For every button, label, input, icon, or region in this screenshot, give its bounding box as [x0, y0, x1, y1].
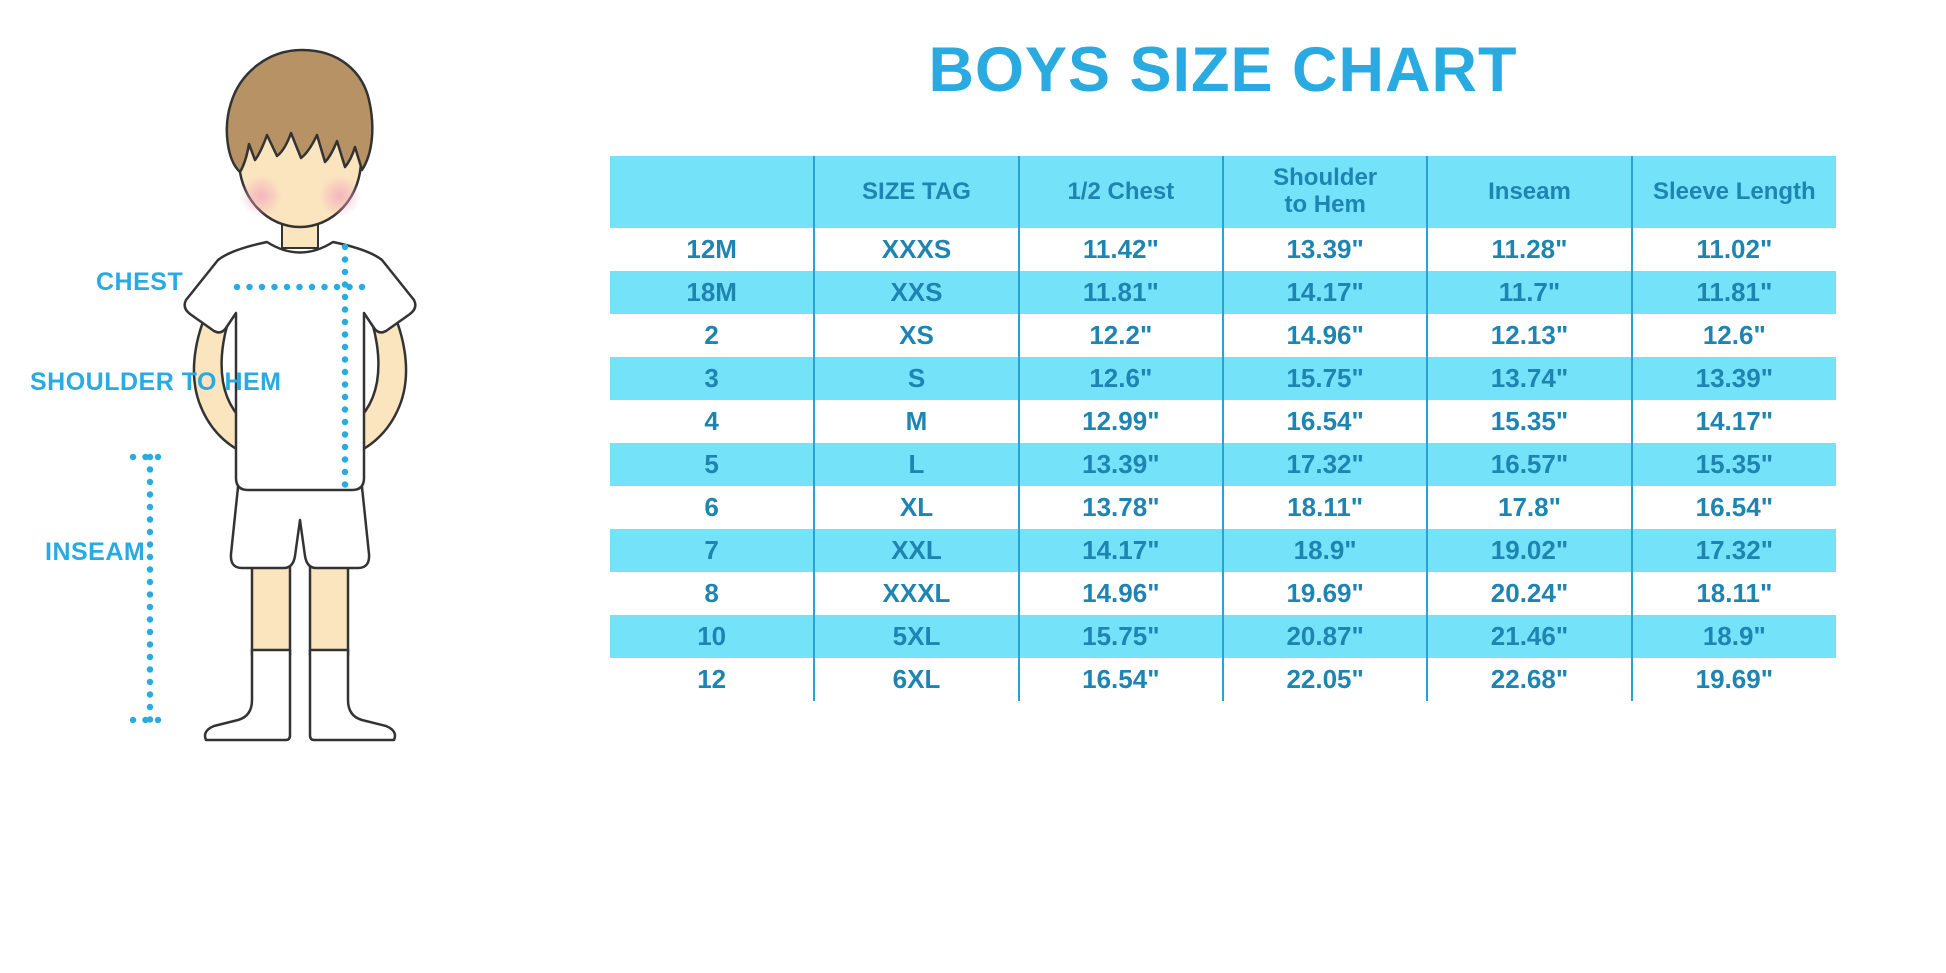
table-row: 18M XXS 11.81" 14.17" 11.7" 11.81": [610, 271, 1836, 314]
t-shirt: [183, 240, 417, 492]
cheek-left: [240, 175, 282, 217]
column-header: SIZE TAG: [813, 156, 1019, 228]
table-cell: 15.35": [1630, 443, 1836, 486]
column-header: 1/2 Chest: [1017, 156, 1223, 228]
table-cell: 13.39": [1630, 357, 1836, 400]
table-cell: 21.46": [1426, 615, 1632, 658]
table-cell: 18.11": [1221, 486, 1428, 529]
table-row: 8 XXXL 14.96" 19.69" 20.24" 18.11": [610, 572, 1836, 615]
sock-left: [203, 648, 292, 742]
table-cell: 13.78": [1017, 486, 1223, 529]
table-cell: 15.75": [1221, 357, 1428, 400]
column-header: [610, 156, 815, 228]
table-cell: 15.75": [1017, 615, 1223, 658]
table-cell: 13.74": [1426, 357, 1632, 400]
table-row: 12M XXXS 11.42" 13.39" 11.28" 11.02": [610, 228, 1836, 271]
table-cell: 19.69": [1221, 572, 1428, 615]
table-cell: 5: [610, 443, 815, 486]
table-cell: 17.32": [1221, 443, 1428, 486]
table-cell: 12M: [686, 233, 737, 264]
table-cell: 20.87": [1221, 615, 1428, 658]
table-cell: 13.39": [1221, 228, 1428, 271]
table-cell: 12.6": [1017, 357, 1223, 400]
table-cell: XXL: [813, 529, 1019, 572]
table-cell: 10: [610, 615, 815, 658]
table-cell: 5XL: [813, 615, 1019, 658]
table-cell: 12: [697, 663, 727, 694]
shorts: [229, 466, 371, 570]
table-cell: XXXL: [813, 572, 1019, 615]
table-cell: 22.05": [1221, 658, 1428, 701]
table-cell: 11.81": [1017, 271, 1223, 314]
shoulder-to-hem-label: SHOULDER TO HEM: [30, 368, 282, 396]
table-cell: 18M: [610, 271, 815, 314]
table-cell: 14.96": [1221, 314, 1428, 357]
table-cell: 15.35": [1426, 400, 1632, 443]
table-cell: 11.28": [1426, 228, 1632, 271]
table-body: 12M XXXS 11.42" 13.39" 11.28" 11.02" 18M XXS 11.…: [610, 228, 1836, 701]
table-row: 4 M 12.99" 16.54" 15.35" 14.17": [610, 400, 1836, 443]
table-cell: 16.54": [1017, 658, 1223, 701]
table-cell: 14.17": [1221, 271, 1428, 314]
table-cell: 17.32": [1630, 529, 1836, 572]
sock-right: [308, 648, 397, 742]
table-cell: 19.02": [1426, 529, 1632, 572]
cheek-right: [319, 175, 361, 217]
table-cell: 8: [704, 577, 719, 608]
table-cell: XXS: [813, 271, 1019, 314]
page-title: BOYS SIZE CHART: [928, 35, 1518, 105]
table-cell: M: [813, 400, 1019, 443]
column-header: Shoulder to Hem: [1221, 156, 1428, 228]
table-cell: XL: [813, 486, 1019, 529]
table-cell: 12.99": [1017, 400, 1223, 443]
table-cell: 18.11": [1630, 572, 1836, 615]
inseam-label: INSEAM: [45, 538, 146, 566]
table-cell: 12.13": [1426, 314, 1632, 357]
table-row: 10 5XL 15.75" 20.87" 21.46" 18.9": [610, 615, 1836, 658]
hair: [225, 48, 374, 174]
table-cell: 6: [704, 491, 719, 522]
table-cell: 14.17": [1630, 400, 1836, 443]
table-cell: 18.9": [1630, 615, 1836, 658]
table-cell: 19.69": [1630, 658, 1836, 701]
chest-label: CHEST: [96, 268, 184, 296]
table-cell: 14.17": [1017, 529, 1223, 572]
table-cell: XXXS: [813, 228, 1019, 271]
table-cell: 6XL: [813, 658, 1019, 701]
table-cell: 17.8": [1426, 486, 1632, 529]
table-cell: 12.2": [1017, 314, 1223, 357]
column-header: Sleeve Length: [1630, 156, 1836, 228]
table-cell: 4: [704, 405, 719, 436]
table-cell: 11.81": [1630, 271, 1836, 314]
table-cell: 12.6": [1630, 314, 1836, 357]
table-cell: 7: [610, 529, 815, 572]
table-cell: 11.7": [1426, 271, 1632, 314]
table-cell: 16.57": [1426, 443, 1632, 486]
table-row: 12 6XL 16.54" 22.05" 22.68" 19.69": [610, 658, 1836, 701]
table-cell: 11.02": [1630, 228, 1836, 271]
table-cell: 2: [704, 319, 719, 350]
table-row: 5 L 13.39" 17.32" 16.57" 15.35": [610, 443, 1836, 486]
table-row: 2 XS 12.2" 14.96" 12.13" 12.6": [610, 314, 1836, 357]
table-cell: XS: [813, 314, 1019, 357]
header-row: SIZE TAG 1/2 Chest Shoulder to Hem Inseam Sl…: [610, 156, 1836, 228]
boy-measurement-illustration: [129, 48, 417, 742]
table-cell: 16.54": [1221, 400, 1428, 443]
table-row: 3 S 12.6" 15.75" 13.74" 13.39": [610, 357, 1836, 400]
table-cell: 20.24": [1426, 572, 1632, 615]
table-cell: S: [813, 357, 1019, 400]
table-cell: 18.9": [1221, 529, 1428, 572]
column-header: Inseam: [1426, 156, 1632, 228]
table-row: 6 XL 13.78" 18.11" 17.8" 16.54": [610, 486, 1836, 529]
table-cell: 14.96": [1017, 572, 1223, 615]
table-row: 7 XXL 14.17" 18.9" 19.02" 17.32": [610, 529, 1836, 572]
table-cell: 3: [610, 357, 815, 400]
table-cell: L: [813, 443, 1019, 486]
table-cell: 11.42": [1017, 228, 1223, 271]
table-cell: 16.54": [1630, 486, 1836, 529]
size-table: SIZE TAG 1/2 Chest Shoulder to Hem Inseam Sl…: [610, 156, 1836, 701]
table-cell: 22.68": [1426, 658, 1632, 701]
table-cell: 13.39": [1017, 443, 1223, 486]
